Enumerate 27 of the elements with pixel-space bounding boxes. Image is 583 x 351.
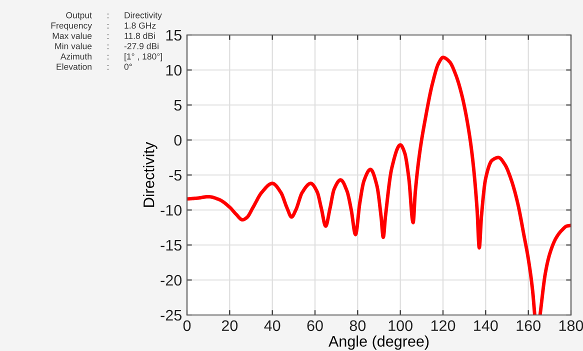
- x-axis-title: Angle (degree): [328, 335, 429, 350]
- x-tick-label: 40: [264, 320, 280, 332]
- x-tick-label: 100: [388, 320, 412, 332]
- x-tick-label: 80: [350, 320, 366, 332]
- y-tick-label: 5: [174, 100, 182, 111]
- y-tick-label: -25: [160, 310, 182, 321]
- x-tick-label: 20: [222, 320, 238, 332]
- y-tick-label: 0: [174, 134, 182, 146]
- y-tick-label: -5: [169, 170, 182, 181]
- y-axis-title: Directivity: [143, 142, 158, 207]
- y-tick-label: 15: [166, 30, 182, 41]
- y-tick-label: -10: [160, 204, 182, 216]
- text: Max value : 11.8 dBi: [52, 32, 155, 39]
- y-tick-label: -15: [160, 240, 182, 251]
- x-tick-label: 160: [516, 320, 540, 332]
- text: Output : Directivity: [66, 12, 162, 20]
- x-tick-label: 0: [183, 320, 191, 332]
- x-tick-label: 140: [474, 320, 498, 332]
- text: Azimuth : [1° , 180°]: [60, 53, 162, 62]
- y-tick-label: 10: [166, 64, 182, 76]
- y-tick-label: -20: [160, 274, 182, 286]
- x-tick-label: 120: [431, 320, 456, 332]
- text: Elevation : 0°: [56, 63, 132, 70]
- x-tick-label: 180: [559, 320, 583, 332]
- text: Frequency : 1.8 GHz: [51, 22, 156, 30]
- text: Min value : -27.9 dBi: [55, 42, 158, 50]
- x-tick-label: 60: [307, 320, 323, 332]
